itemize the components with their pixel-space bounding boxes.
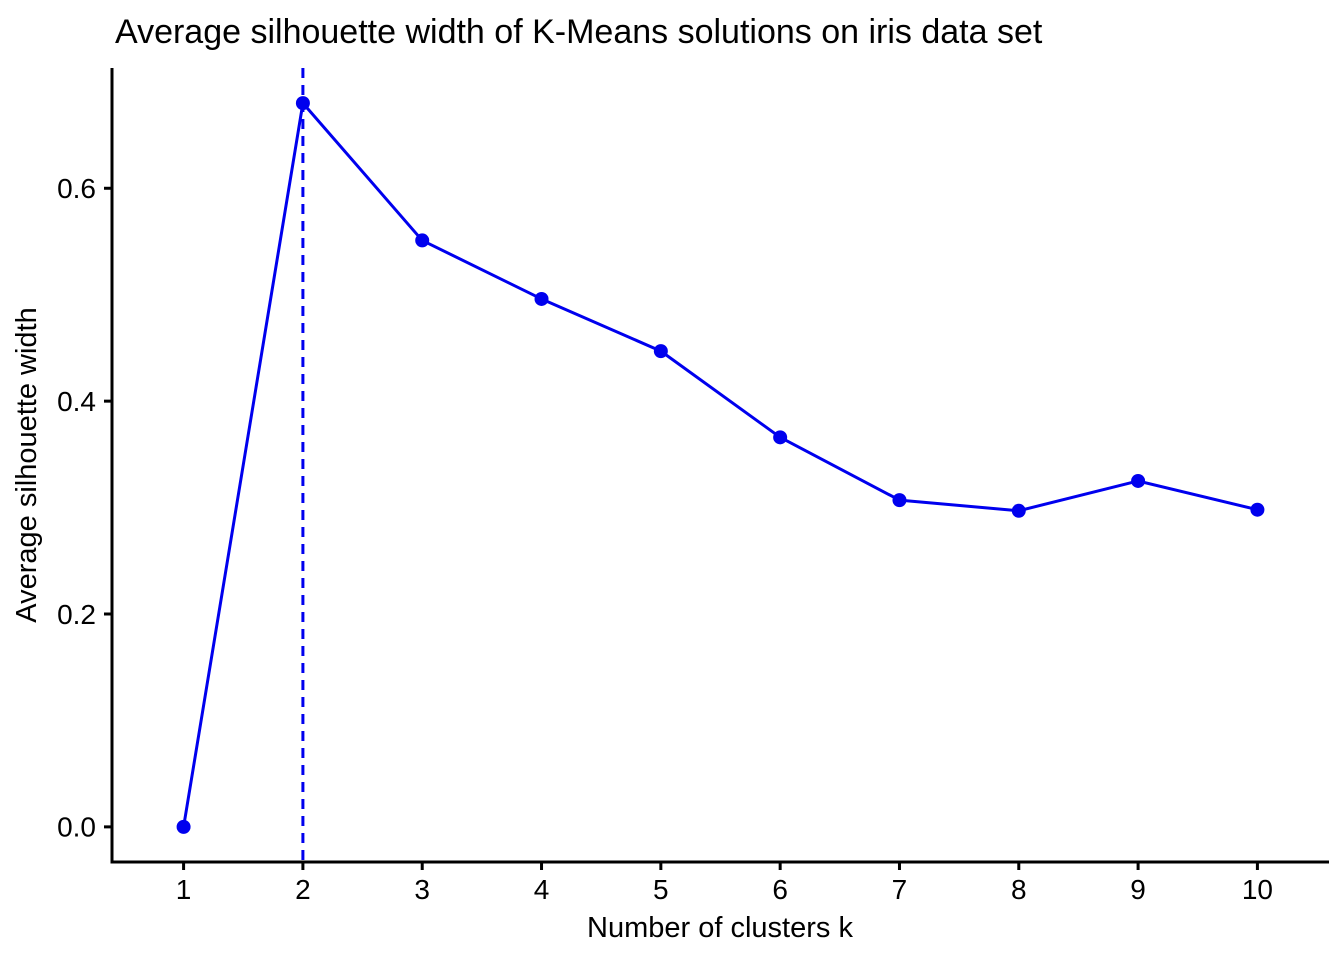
silhouette-line: [182, 101, 1259, 829]
x-tick-label: 8: [1011, 874, 1027, 905]
y-tick-label: 0.2: [57, 599, 96, 630]
data-point-k4: [534, 291, 549, 306]
data-point-k5: [653, 344, 668, 359]
x-axis-title: Number of clusters k: [587, 912, 853, 944]
y-axis-title: Average silhouette width: [11, 307, 43, 622]
x-tick-label: 9: [1130, 874, 1146, 905]
x-tick-label: 3: [414, 874, 430, 905]
data-point-k3: [415, 233, 430, 248]
x-tick-label: 4: [534, 874, 550, 905]
x-tick-label: 1: [176, 874, 192, 905]
data-point-k2: [295, 96, 310, 111]
x-tick-label: 5: [653, 874, 669, 905]
plot-area: 0.0 0.2 0.4 0.6 1 2 3 4 5 6 7 8 9 10: [57, 68, 1329, 905]
x-tick-label: 2: [295, 874, 311, 905]
data-point-k1: [176, 819, 191, 834]
y-tick-label: 0.0: [57, 812, 96, 843]
data-point-k6: [773, 430, 788, 445]
data-point-k7: [892, 493, 907, 508]
x-tick-label: 6: [772, 874, 788, 905]
data-point-k8: [1011, 503, 1026, 518]
x-tick-label: 7: [892, 874, 908, 905]
y-tick-label: 0.4: [57, 386, 96, 417]
y-tick-label: 0.6: [57, 173, 96, 204]
data-point-k10: [1250, 502, 1265, 517]
data-point-k9: [1131, 473, 1146, 488]
x-tick-label: 10: [1242, 874, 1273, 905]
chart-title: Average silhouette width of K-Means solu…: [115, 13, 1043, 51]
